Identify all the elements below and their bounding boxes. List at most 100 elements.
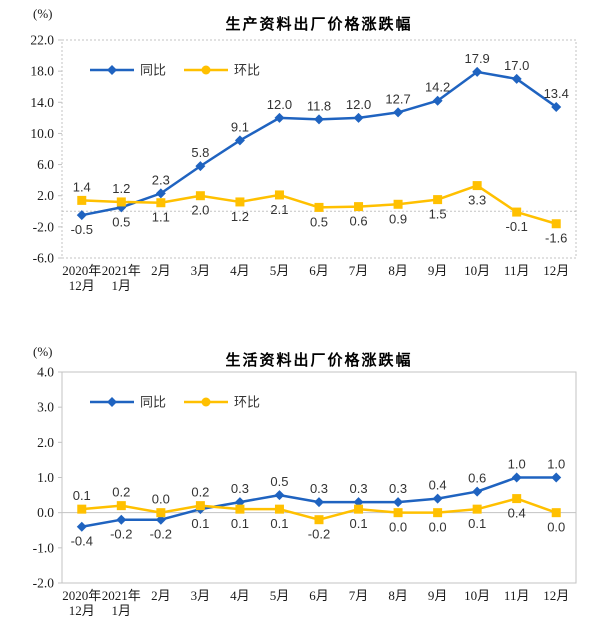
x-tick-label: 7月	[349, 263, 369, 278]
diamond-marker	[551, 101, 562, 112]
data-label: -0.2	[150, 527, 172, 542]
data-label: 1.2	[231, 209, 249, 224]
square-marker	[512, 207, 522, 217]
y-tick-label: 14.0	[30, 95, 54, 110]
data-label: 9.1	[231, 119, 249, 134]
data-label: 17.0	[504, 58, 529, 73]
x-tick-label: 8月	[388, 588, 408, 603]
data-label: 0.0	[389, 520, 407, 535]
x-tick-label: 6月	[309, 588, 329, 603]
data-label: 0.2	[112, 485, 130, 500]
data-label: 17.9	[464, 51, 489, 66]
square-marker	[354, 504, 364, 514]
x-tick-label: 2021年 1月	[102, 263, 141, 293]
legend-diamond-icon	[107, 65, 117, 75]
x-tick-label: 12月	[543, 588, 569, 603]
data-label: 2.3	[152, 172, 170, 187]
y-axis: 4.0 3.0 2.0 1.0 0.0 -1.0 -2.0	[33, 365, 62, 591]
square-marker	[551, 219, 561, 229]
y-tick-label: 0.0	[37, 505, 54, 520]
data-label: 0.3	[310, 481, 328, 496]
data-label: 0.9	[389, 211, 407, 226]
x-tick-label: 6月	[309, 263, 329, 278]
data-label: 1.4	[73, 179, 91, 194]
diamond-marker	[116, 514, 127, 525]
data-label: 0.4	[429, 478, 447, 493]
data-label: 0.6	[349, 214, 367, 229]
data-label: 0.4	[508, 506, 526, 521]
x-tick-label: 3月	[191, 588, 211, 603]
square-marker	[235, 504, 245, 514]
y-tick-label: -6.0	[33, 251, 55, 266]
square-marker	[433, 508, 443, 518]
data-label: 0.1	[270, 516, 288, 531]
x-tick-label: 11月	[504, 263, 530, 278]
x-tick-label: 4月	[230, 588, 250, 603]
y-tick-label: 4.0	[37, 365, 54, 380]
series-yoy: -0.4 -0.2 -0.2 0.1 0.3 0.5 0.3 0.3 0.3 0.4 0.6 1.0 1…	[71, 457, 566, 549]
y-tick-label: -1.0	[33, 540, 55, 555]
diamond-marker	[432, 493, 443, 504]
square-marker	[274, 504, 284, 514]
square-marker	[116, 501, 126, 511]
y-tick-label: -2.0	[33, 576, 55, 591]
diamond-marker	[472, 486, 483, 497]
data-label: 0.5	[112, 214, 130, 229]
square-marker	[77, 195, 87, 205]
data-label: 0.1	[73, 488, 91, 503]
diamond-marker	[234, 497, 245, 508]
y-tick-label: 2.0	[37, 435, 54, 450]
x-tick-label: 7月	[349, 588, 369, 603]
legend: 同比 环比	[90, 63, 260, 78]
data-label: 0.3	[389, 481, 407, 496]
legend-label: 环比	[234, 63, 260, 78]
chart-title: 生活资料出厂价格涨跌幅	[225, 353, 413, 369]
y-tick-label: 3.0	[37, 400, 54, 415]
square-marker	[314, 202, 324, 212]
data-label: 12.0	[267, 97, 292, 112]
diamond-marker	[511, 472, 522, 483]
data-label: 11.8	[307, 98, 331, 113]
x-tick-label: 2020年 12月	[62, 263, 101, 293]
data-label: 2.0	[191, 203, 209, 218]
legend-diamond-icon	[107, 397, 117, 407]
consumer-goods-price-chart: (%) 生活资料出厂价格涨跌幅 4.0 3.0 2.0 1.0 0.0 -1.0 -2.0 2…	[0, 318, 600, 636]
data-label: 0.2	[191, 485, 209, 500]
data-label: 12.0	[346, 97, 371, 112]
diamond-marker	[314, 114, 324, 125]
diamond-marker	[353, 497, 364, 508]
data-label: 13.4	[544, 86, 569, 101]
data-label: -0.1	[505, 219, 527, 234]
data-label: 1.0	[508, 457, 526, 472]
square-marker	[512, 494, 522, 504]
series-mom: 0.1 0.2 0.0 0.2 0.1 0.1 -0.2 0.1 0.0 0.0 0.1 0.4 0.0	[73, 485, 566, 542]
unit-label: (%)	[33, 6, 53, 21]
data-label: 0.3	[231, 481, 249, 496]
diamond-marker	[353, 112, 364, 123]
plot-border	[61, 39, 577, 259]
x-tick-label: 10月	[464, 588, 490, 603]
diamond-marker	[472, 66, 483, 77]
diamond-marker	[393, 107, 404, 118]
square-marker	[116, 197, 126, 207]
data-label: 1.0	[547, 457, 565, 472]
x-tick-label: 2月	[151, 588, 171, 603]
legend-circle-icon	[201, 397, 211, 407]
x-tick-label: 3月	[191, 263, 211, 278]
square-marker	[195, 501, 205, 511]
diamond-marker	[432, 95, 443, 106]
square-marker	[235, 197, 245, 207]
data-label: 0.5	[310, 214, 328, 229]
x-tick-label: 9月	[428, 263, 448, 278]
legend-label: 同比	[140, 395, 166, 410]
x-tick-label: 8月	[388, 263, 408, 278]
data-label: 2.1	[270, 202, 288, 217]
square-marker	[393, 199, 403, 209]
data-label: 14.2	[425, 80, 450, 95]
y-tick-label: 1.0	[37, 470, 54, 485]
data-label: 3.3	[468, 193, 486, 208]
data-label: -0.4	[71, 534, 93, 549]
diamond-marker	[393, 497, 404, 508]
diamond-marker	[155, 188, 166, 199]
